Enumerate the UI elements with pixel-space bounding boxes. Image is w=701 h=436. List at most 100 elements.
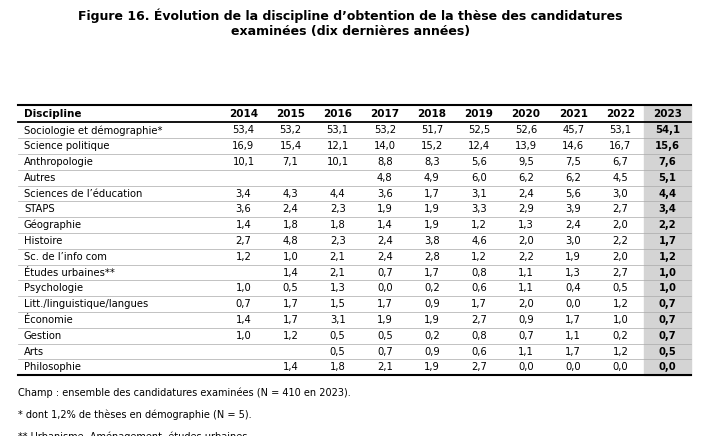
- Text: 2,2: 2,2: [613, 236, 628, 246]
- Text: 0,2: 0,2: [613, 331, 628, 341]
- Text: 2,9: 2,9: [518, 204, 534, 215]
- Text: 12,1: 12,1: [327, 141, 349, 151]
- Text: * dont 1,2% de thèses en démographie (N = 5).: * dont 1,2% de thèses en démographie (N …: [18, 409, 252, 420]
- Text: 0,0: 0,0: [518, 362, 534, 372]
- Text: 0,7: 0,7: [659, 299, 676, 309]
- Text: Autres: Autres: [24, 173, 56, 183]
- Text: Économie: Économie: [24, 315, 73, 325]
- Text: 2022: 2022: [606, 109, 635, 119]
- Text: 2,0: 2,0: [518, 236, 534, 246]
- Text: 0,7: 0,7: [377, 268, 393, 278]
- Text: 1,3: 1,3: [565, 268, 581, 278]
- Text: 1,3: 1,3: [518, 220, 534, 230]
- Bar: [644, 105, 691, 375]
- Text: 1,7: 1,7: [471, 299, 487, 309]
- Text: 2,7: 2,7: [236, 236, 252, 246]
- Text: 1,9: 1,9: [424, 220, 440, 230]
- Text: 0,9: 0,9: [424, 347, 440, 357]
- Text: 0,5: 0,5: [329, 347, 346, 357]
- Text: 2,3: 2,3: [329, 236, 346, 246]
- Text: 1,2: 1,2: [236, 252, 252, 262]
- Text: 1,1: 1,1: [518, 347, 534, 357]
- Text: 45,7: 45,7: [562, 126, 585, 136]
- Text: 16,9: 16,9: [232, 141, 254, 151]
- Text: 4,5: 4,5: [613, 173, 628, 183]
- Text: 4,4: 4,4: [330, 189, 346, 199]
- Text: 4,4: 4,4: [658, 189, 676, 199]
- Text: 3,1: 3,1: [471, 189, 487, 199]
- Text: 2,1: 2,1: [329, 252, 346, 262]
- Text: 2,0: 2,0: [518, 299, 534, 309]
- Text: 2,2: 2,2: [659, 220, 676, 230]
- Text: 0,0: 0,0: [566, 362, 581, 372]
- Text: 0,0: 0,0: [613, 362, 628, 372]
- Text: 1,9: 1,9: [565, 252, 581, 262]
- Text: 13,9: 13,9: [515, 141, 537, 151]
- Text: 2,4: 2,4: [518, 189, 534, 199]
- Text: 2021: 2021: [559, 109, 587, 119]
- Text: 14,6: 14,6: [562, 141, 585, 151]
- Text: 0,5: 0,5: [613, 283, 628, 293]
- Text: 4,8: 4,8: [377, 173, 393, 183]
- Text: 1,0: 1,0: [236, 331, 252, 341]
- Text: 1,7: 1,7: [565, 347, 581, 357]
- Text: 15,6: 15,6: [655, 141, 680, 151]
- Text: 3,8: 3,8: [424, 236, 440, 246]
- Text: 1,4: 1,4: [377, 220, 393, 230]
- Text: 1,0: 1,0: [236, 283, 252, 293]
- Text: 6,2: 6,2: [518, 173, 534, 183]
- Text: 0,0: 0,0: [566, 299, 581, 309]
- Text: 1,9: 1,9: [377, 315, 393, 325]
- Text: 3,9: 3,9: [565, 204, 581, 215]
- Text: Histoire: Histoire: [24, 236, 62, 246]
- Text: 0,5: 0,5: [658, 347, 676, 357]
- Text: 1,4: 1,4: [236, 220, 252, 230]
- Text: 1,7: 1,7: [658, 236, 676, 246]
- Text: Sociologie et démographie*: Sociologie et démographie*: [24, 125, 163, 136]
- Text: 2,0: 2,0: [613, 252, 628, 262]
- Text: 0,5: 0,5: [329, 331, 346, 341]
- Text: 1,7: 1,7: [424, 268, 440, 278]
- Text: 1,1: 1,1: [565, 331, 581, 341]
- Text: 1,3: 1,3: [329, 283, 346, 293]
- Text: 0,7: 0,7: [377, 347, 393, 357]
- Text: 3,4: 3,4: [236, 189, 251, 199]
- Text: 4,9: 4,9: [424, 173, 440, 183]
- Text: Études urbaines**: Études urbaines**: [24, 268, 115, 278]
- Text: 2,0: 2,0: [613, 220, 628, 230]
- Text: 1,2: 1,2: [471, 252, 487, 262]
- Text: 3,0: 3,0: [566, 236, 581, 246]
- Text: 2,4: 2,4: [565, 220, 581, 230]
- Text: 0,9: 0,9: [424, 299, 440, 309]
- Text: 10,1: 10,1: [233, 157, 254, 167]
- Text: 7,5: 7,5: [565, 157, 581, 167]
- Text: Figure 16. Évolution de la discipline d’obtention de la thèse des candidatures
e: Figure 16. Évolution de la discipline d’…: [79, 8, 622, 37]
- Text: 1,4: 1,4: [283, 362, 299, 372]
- Text: 1,2: 1,2: [613, 299, 628, 309]
- Text: 7,1: 7,1: [283, 157, 299, 167]
- Text: 1,8: 1,8: [329, 220, 346, 230]
- Text: Science politique: Science politique: [24, 141, 109, 151]
- Text: ** Urbanisme, Aménagement, études urbaines.: ** Urbanisme, Aménagement, études urbain…: [18, 431, 250, 436]
- Text: 2,3: 2,3: [329, 204, 346, 215]
- Text: Litt./linguistique/langues: Litt./linguistique/langues: [24, 299, 148, 309]
- Text: 51,7: 51,7: [421, 126, 443, 136]
- Text: 0,0: 0,0: [377, 283, 393, 293]
- Text: 0,7: 0,7: [518, 331, 534, 341]
- Text: Discipline: Discipline: [24, 109, 81, 119]
- Text: 1,7: 1,7: [565, 315, 581, 325]
- Text: 3,4: 3,4: [658, 204, 676, 215]
- Text: 0,8: 0,8: [471, 331, 486, 341]
- Text: 2017: 2017: [370, 109, 400, 119]
- Text: 1,2: 1,2: [658, 252, 676, 262]
- Text: 1,1: 1,1: [518, 283, 534, 293]
- Text: 6,2: 6,2: [565, 173, 581, 183]
- Text: 0,6: 0,6: [471, 283, 487, 293]
- Text: 2,8: 2,8: [424, 252, 440, 262]
- Text: 0,0: 0,0: [659, 362, 676, 372]
- Text: 3,6: 3,6: [236, 204, 252, 215]
- Text: 0,6: 0,6: [471, 347, 487, 357]
- Text: 2,7: 2,7: [613, 204, 628, 215]
- Text: 53,2: 53,2: [280, 126, 301, 136]
- Text: 1,9: 1,9: [424, 362, 440, 372]
